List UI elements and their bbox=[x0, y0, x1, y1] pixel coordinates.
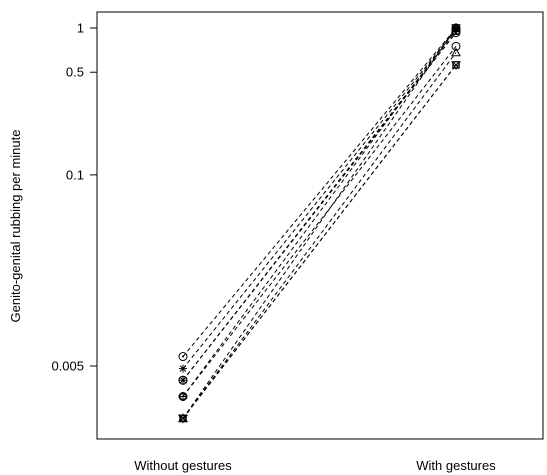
plot-frame bbox=[96, 11, 544, 440]
x-category-label: Without gestures bbox=[134, 458, 232, 473]
data-point bbox=[178, 352, 188, 362]
y-tick-label: 0.005 bbox=[51, 359, 84, 374]
data-point bbox=[451, 41, 461, 51]
data-point bbox=[179, 364, 187, 373]
series-line bbox=[182, 52, 457, 419]
data-point bbox=[178, 391, 188, 401]
y-tick-label: 0.5 bbox=[66, 65, 84, 80]
x-axis-labels: Without gestures With gestures bbox=[134, 458, 496, 473]
data-point bbox=[178, 375, 188, 385]
data-point bbox=[452, 61, 460, 69]
series-markers bbox=[178, 22, 461, 424]
series-line bbox=[182, 27, 457, 419]
y-axis: 1 0.5 0.1 0.005 bbox=[51, 21, 97, 374]
series-line bbox=[182, 27, 457, 357]
x-category-label: With gestures bbox=[416, 458, 496, 473]
data-point bbox=[178, 413, 188, 424]
y-tick-label: 0.1 bbox=[66, 167, 84, 182]
series-lines bbox=[182, 27, 457, 419]
series-line bbox=[182, 32, 457, 381]
series-line bbox=[182, 64, 457, 419]
series-line bbox=[182, 28, 457, 369]
y-axis-label: Genito-genital rubbing per minute bbox=[8, 130, 23, 323]
data-point bbox=[451, 22, 461, 34]
series-line bbox=[182, 46, 457, 397]
y-tick-label: 1 bbox=[77, 21, 84, 36]
data-point bbox=[451, 47, 461, 57]
series-line bbox=[182, 27, 457, 397]
